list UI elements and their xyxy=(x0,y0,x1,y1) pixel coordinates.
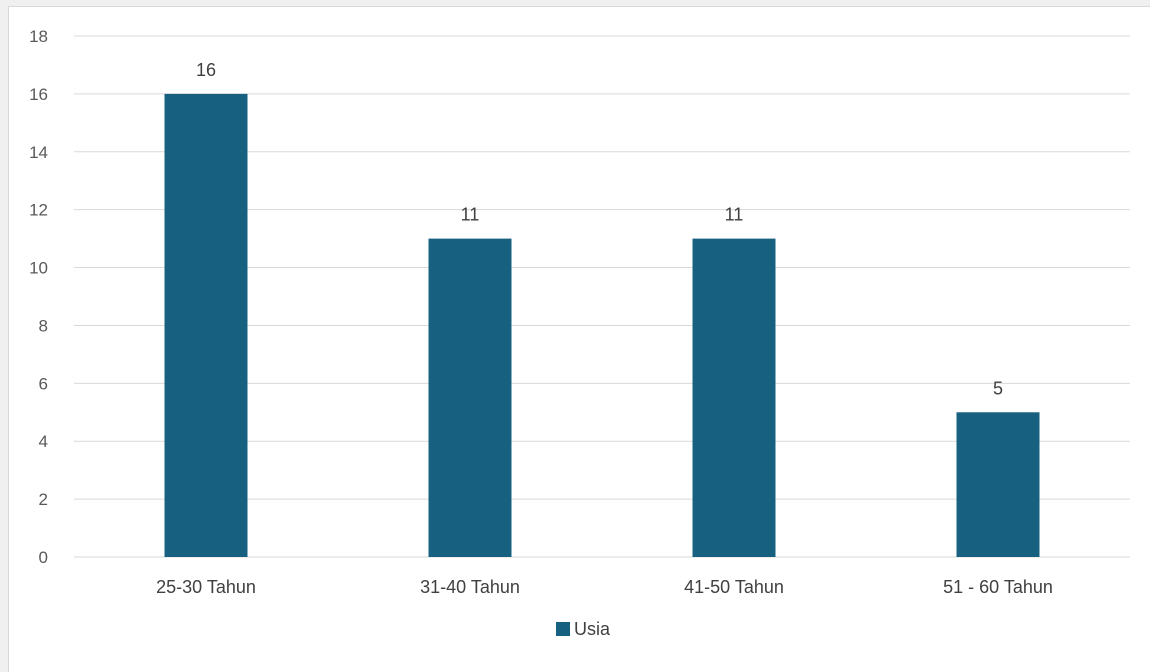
data-label: 11 xyxy=(725,205,744,225)
bar xyxy=(956,412,1040,557)
y-tick-label: 12 xyxy=(29,201,48,220)
y-tick-label: 14 xyxy=(29,143,48,162)
bar xyxy=(164,93,248,557)
x-tick-label: 25-30 Tahun xyxy=(156,577,256,597)
y-tick-label: 0 xyxy=(39,548,48,567)
y-tick-label: 10 xyxy=(29,259,48,278)
x-tick-label: 31-40 Tahun xyxy=(420,577,520,597)
bar xyxy=(692,238,776,557)
y-tick-label: 16 xyxy=(29,85,48,104)
data-label: 5 xyxy=(993,378,1003,398)
legend-label: Usia xyxy=(574,619,611,639)
y-tick-label: 4 xyxy=(39,432,48,451)
y-tick-label: 8 xyxy=(39,316,48,335)
x-tick-label: 51 - 60 Tahun xyxy=(943,577,1053,597)
data-label: 11 xyxy=(461,205,480,225)
bar xyxy=(428,238,512,557)
legend-swatch xyxy=(556,622,570,636)
y-tick-label: 6 xyxy=(39,374,48,393)
x-tick-label: 41-50 Tahun xyxy=(684,577,784,597)
y-tick-label: 2 xyxy=(39,490,48,509)
y-tick-label: 18 xyxy=(29,27,48,46)
data-label: 16 xyxy=(196,60,216,80)
